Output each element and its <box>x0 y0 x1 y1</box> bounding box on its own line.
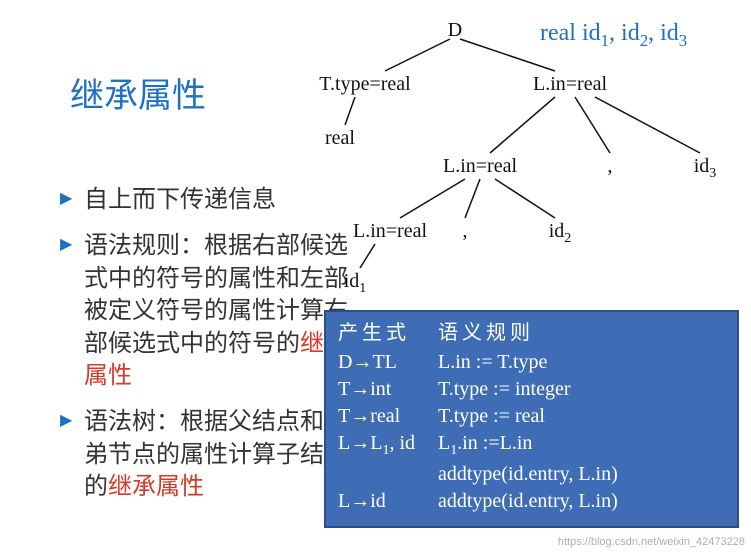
tree-edge <box>400 179 465 218</box>
rule-rhs: addtype(id.entry, L.in) <box>438 461 618 488</box>
rule-row: L→idaddtype(id.entry, L.in) <box>338 488 725 515</box>
tree-node: id1 <box>344 270 367 297</box>
tree-edge <box>465 179 480 218</box>
tree-edge <box>495 179 555 218</box>
rule-rhs: addtype(id.entry, L.in) <box>438 488 618 515</box>
bullet-text-emphasis: 继承属性 <box>108 473 204 500</box>
rule-row: addtype(id.entry, L.in) <box>338 461 725 488</box>
rules-table: 产生式语义规则D→TLL.in := T.typeT→intT.type := … <box>324 310 739 528</box>
rule-lhs: T→int <box>338 376 438 403</box>
tree-node: , <box>608 155 613 178</box>
rule-lhs: L→id <box>338 488 438 515</box>
page-title: 继承属性 <box>70 68 206 117</box>
tree-node: L.in=real <box>353 220 427 243</box>
rule-lhs <box>338 461 438 488</box>
tree-edge <box>385 39 450 71</box>
tree-edge <box>460 39 555 71</box>
watermark: https://blog.csdn.net/weixin_42473228 <box>558 536 745 548</box>
tree-node: L.in=real <box>443 155 517 178</box>
rules-header-lhs: 产生式 <box>338 320 438 347</box>
rule-row: T→realT.type := real <box>338 403 725 430</box>
tree-edge <box>345 97 355 125</box>
tree-edge <box>595 97 700 153</box>
rule-row: D→TLL.in := T.type <box>338 349 725 376</box>
tree-node: id3 <box>694 155 717 182</box>
rule-lhs: L→L1, id <box>338 430 438 461</box>
rule-rhs: L1.in :=L.in <box>438 430 532 461</box>
rule-lhs: D→TL <box>338 349 438 376</box>
rules-header: 产生式语义规则 <box>338 320 725 349</box>
rule-lhs: T→real <box>338 403 438 430</box>
tree-node: id2 <box>549 220 572 247</box>
tree-node: , <box>463 220 468 243</box>
tree-edge <box>575 97 610 153</box>
syntax-tree: D T.type=real L.in=real real L.in=real, id3 L.… <box>285 5 745 305</box>
rules-header-rhs: 语义规则 <box>438 320 534 347</box>
rule-rhs: T.type := real <box>438 403 545 430</box>
bullet-text: 自上而下传递信息 <box>84 186 276 213</box>
tree-node: D <box>448 19 462 42</box>
rule-row: L→L1, idL1.in :=L.in <box>338 430 725 461</box>
bullet-item: 语法树：根据父结点和兄弟节点的属性计算子结点的继承属性 <box>60 406 350 503</box>
tree-edge <box>490 97 555 153</box>
tree-node: T.type=real <box>319 73 410 96</box>
rule-row: T→intT.type := integer <box>338 376 725 403</box>
rule-rhs: L.in := T.type <box>438 349 547 376</box>
tree-node: L.in=real <box>533 73 607 96</box>
tree-node: real <box>325 127 355 150</box>
rule-rhs: T.type := integer <box>438 376 571 403</box>
tree-edge <box>360 244 375 268</box>
